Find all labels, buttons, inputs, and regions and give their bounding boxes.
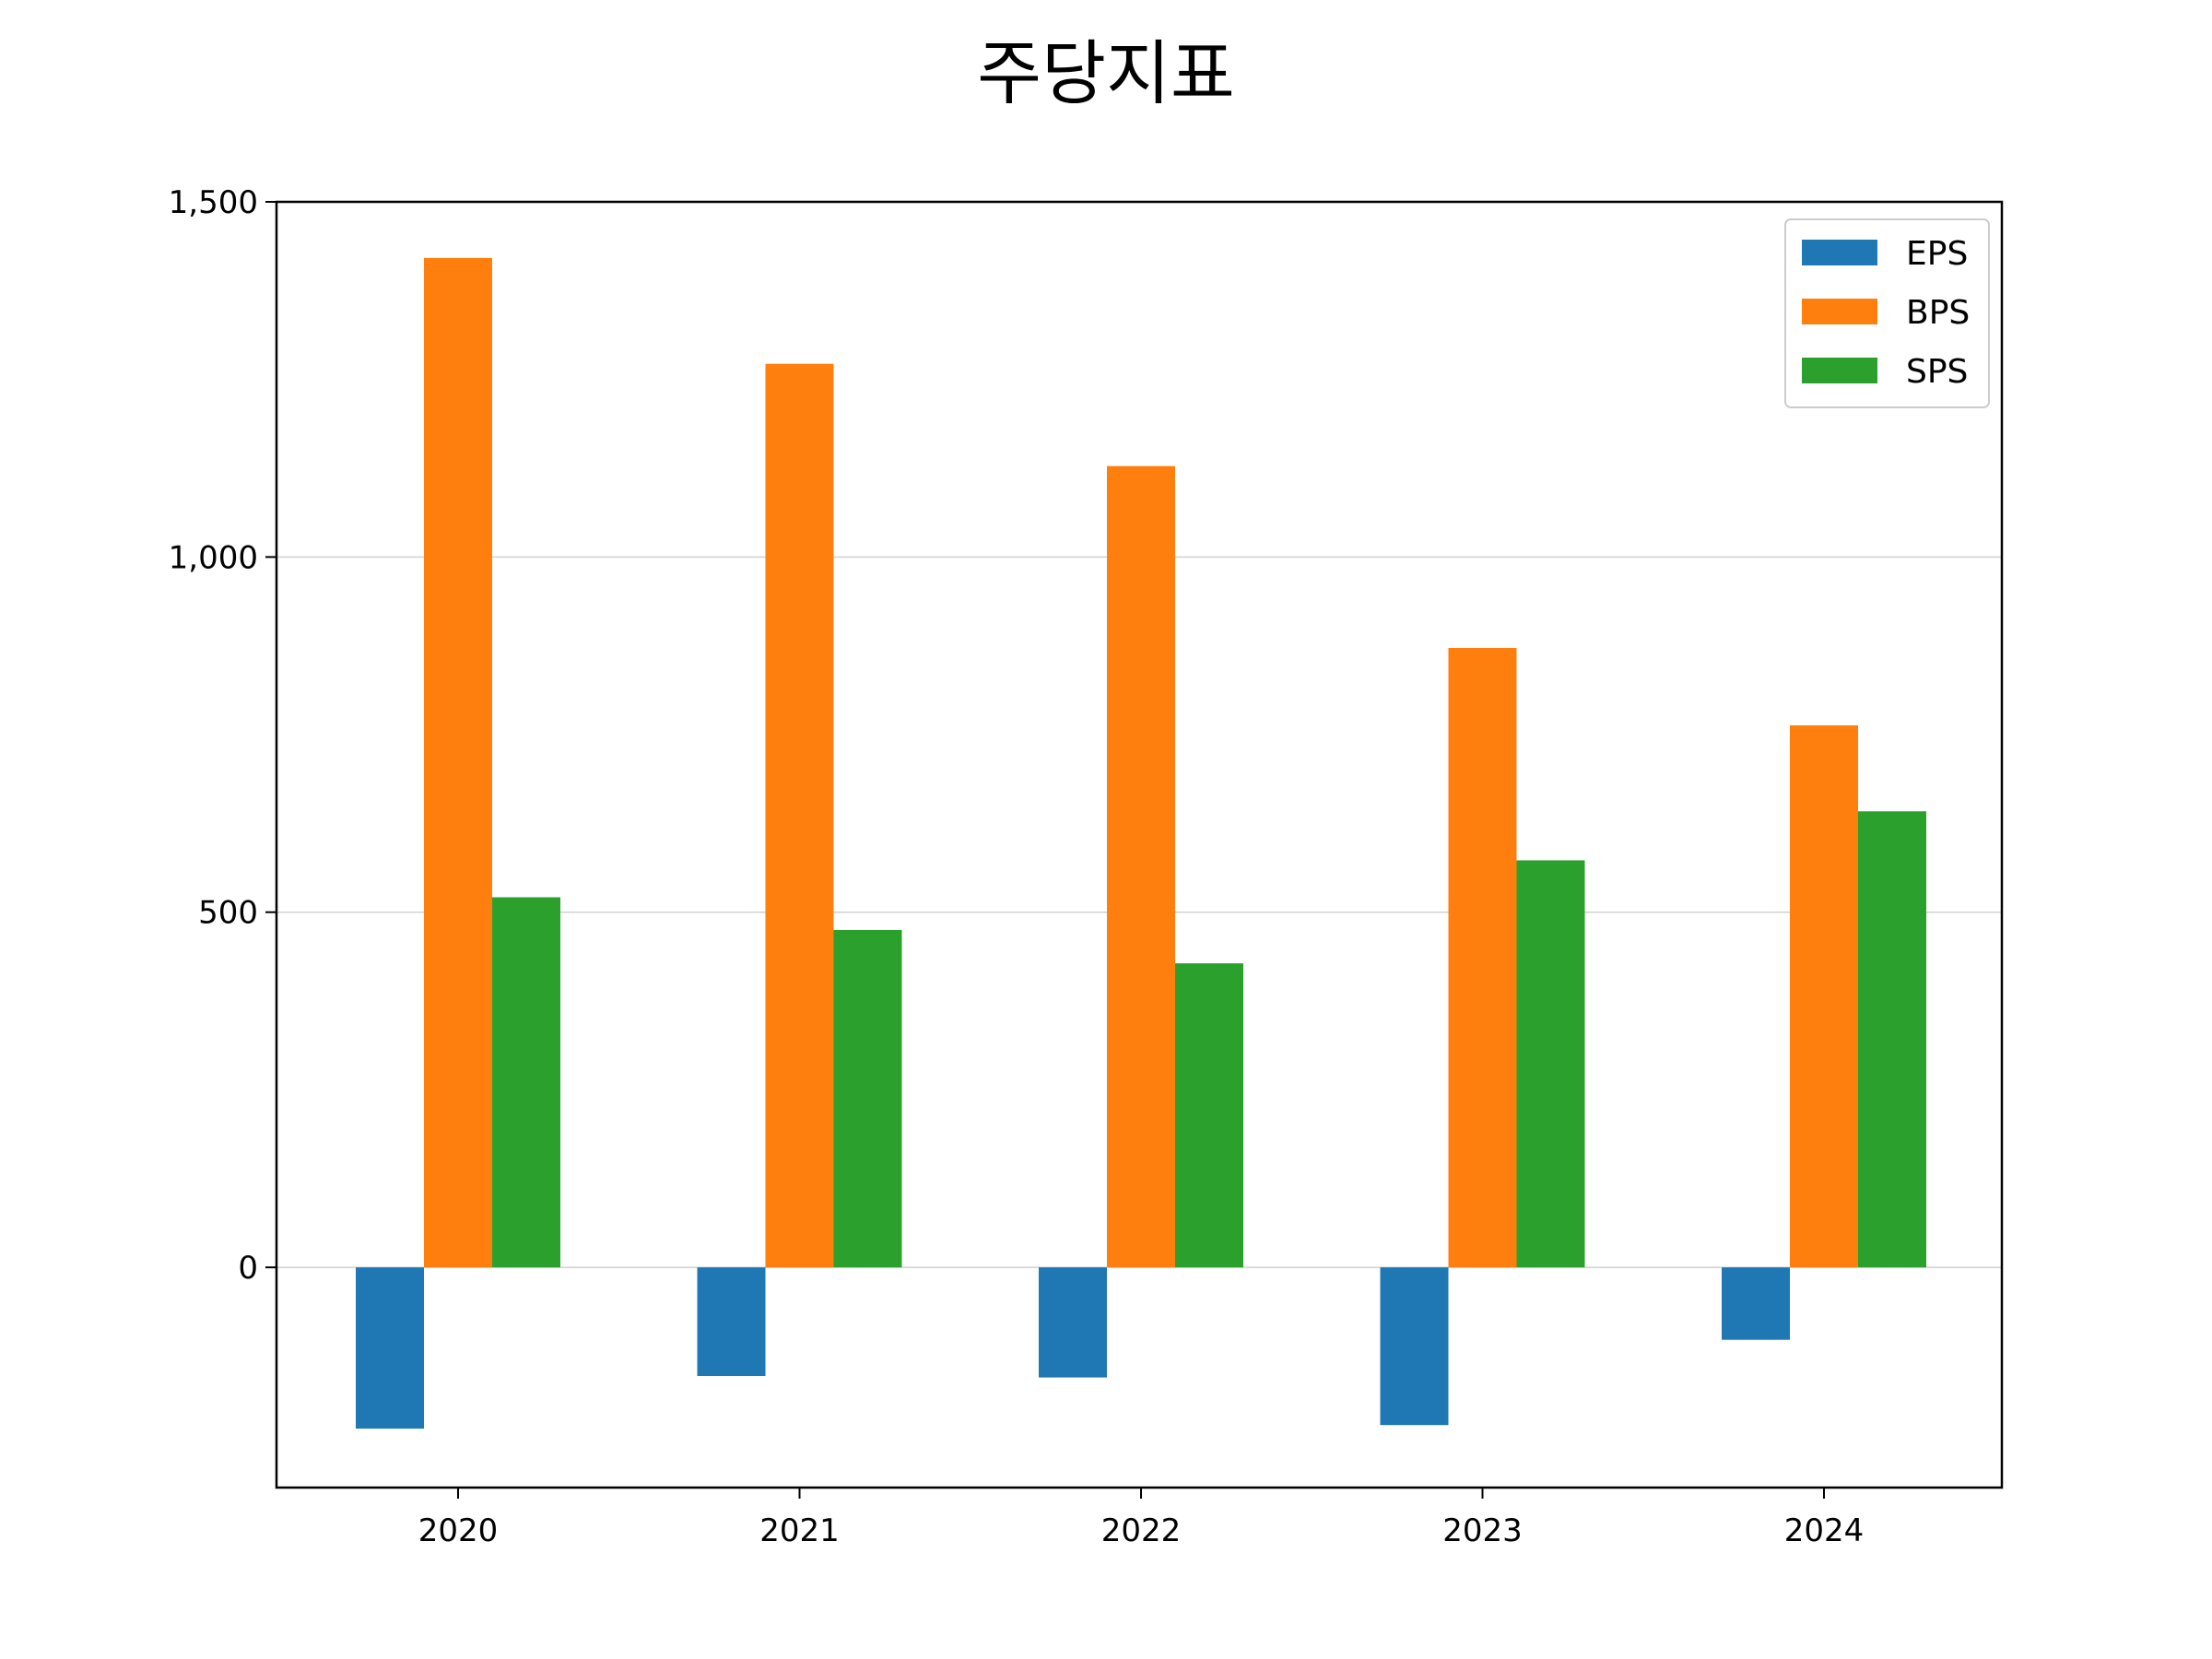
axes: 0 500 1,000 1,500 2020 2021 2022 2023 2024 xyxy=(169,184,1865,1549)
legend-label-eps: EPS xyxy=(1906,235,1968,273)
bar-bps-2020 xyxy=(424,257,492,1268)
x-tick-label-2: 2022 xyxy=(1101,1512,1182,1549)
bar-eps-2023 xyxy=(1380,1267,1449,1426)
bar-bps-2024 xyxy=(1790,725,1858,1268)
bar-bps-2022 xyxy=(1107,465,1175,1268)
legend-label-bps: BPS xyxy=(1906,294,1970,332)
plot-area-frame xyxy=(275,200,2004,1489)
legend-label-sps: SPS xyxy=(1906,353,1968,391)
legend-swatch-bps xyxy=(1802,299,1877,324)
y-tick-label-0: 0 xyxy=(238,1250,258,1287)
bar-eps-2024 xyxy=(1722,1267,1790,1340)
bar-bps-2023 xyxy=(1448,648,1517,1268)
bar-eps-2021 xyxy=(697,1267,766,1376)
x-tick-label-1: 2021 xyxy=(759,1512,840,1549)
y-tick-label-3: 1,500 xyxy=(169,184,258,221)
legend: EPS BPS SPS xyxy=(1784,218,1990,408)
bar-bps-2021 xyxy=(765,363,834,1268)
bar-sps-2024 xyxy=(1858,811,1926,1268)
bar-sps-2021 xyxy=(833,929,902,1268)
bar-eps-2020 xyxy=(356,1267,424,1430)
bar-sps-2020 xyxy=(492,897,560,1268)
y-tick-label-1: 500 xyxy=(198,895,258,932)
chart-title: 주당지표 xyxy=(977,32,1235,114)
bar-eps-2022 xyxy=(1039,1267,1107,1378)
legend-swatch-eps xyxy=(1802,240,1877,265)
bar-sps-2023 xyxy=(1516,860,1585,1268)
x-tick-label-4: 2024 xyxy=(1784,1512,1865,1549)
legend-swatch-sps xyxy=(1802,358,1877,383)
bars xyxy=(356,257,1926,1430)
x-tick-label-3: 2023 xyxy=(1442,1512,1523,1549)
x-tick-label-0: 2020 xyxy=(418,1512,499,1549)
bar-sps-2022 xyxy=(1175,963,1243,1268)
y-tick-label-2: 1,000 xyxy=(169,539,258,576)
